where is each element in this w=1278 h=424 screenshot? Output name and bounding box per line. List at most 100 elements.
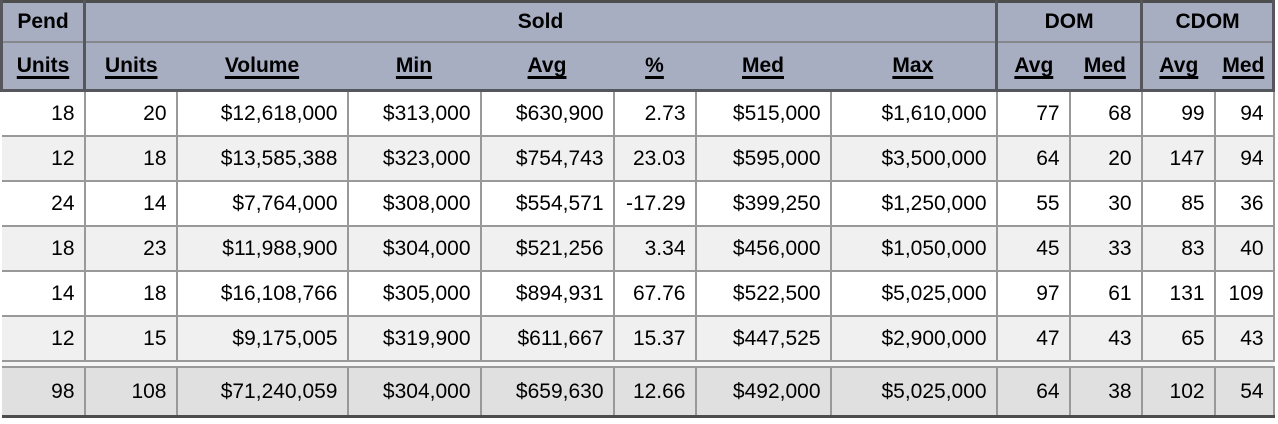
totals-cell: 64 [996,367,1071,417]
table-cell: $5,025,000 [830,271,998,317]
column-header-med[interactable]: Med [695,42,831,92]
table-cell: 23.03 [613,136,697,182]
table-cell: 20 [84,90,178,137]
table-cell: $1,250,000 [830,181,998,227]
table-cell: 43 [1214,316,1275,362]
table-cell: 23 [84,226,178,272]
table-cell: 94 [1214,136,1275,182]
table-cell: 12 [1,136,86,182]
group-header-sold: Sold [84,1,999,43]
totals-cell: $659,630 [480,367,615,417]
table-cell: 45 [996,226,1071,272]
table-cell: 18 [1,90,86,137]
totals-cell: 98 [1,367,86,417]
table-cell: $313,000 [347,90,482,137]
table-cell: $456,000 [695,226,832,272]
totals-cell: 12.66 [613,367,697,417]
table-cell: 64 [996,136,1071,182]
table-cell: $7,764,000 [176,181,349,227]
table-row: 12 15 $9,175,005 $319,900 $611,667 15.37 $447,… [1,316,1275,362]
column-header-cdom-avg[interactable]: Avg [1141,42,1215,92]
table-cell: $305,000 [347,271,482,317]
table-cell: 97 [996,271,1071,317]
column-header-max[interactable]: Max [830,42,999,92]
table-cell: $399,250 [695,181,832,227]
table-cell: 68 [1069,90,1143,137]
table-cell: 94 [1214,90,1275,137]
totals-row: 98 108 $71,240,059 $304,000 $659,630 12.… [1,367,1275,417]
column-header-sold-units[interactable]: Units [84,42,177,92]
table-cell: $554,571 [480,181,615,227]
table-body: 18 20 $12,618,000 $313,000 $630,900 2.73 $515,… [1,90,1275,362]
column-header-cdom-med[interactable]: Med [1214,42,1276,92]
table-cell: $323,000 [347,136,482,182]
table-cell: $12,618,000 [176,90,349,137]
table-cell: 83 [1141,226,1216,272]
table-cell: $308,000 [347,181,482,227]
table-cell: 15.37 [613,316,697,362]
column-header-min[interactable]: Min [347,42,481,92]
column-header-row: Units Units Volume Min Avg % Med Max Avg… [0,42,1276,92]
table-cell: 67.76 [613,271,697,317]
column-header-percent[interactable]: % [613,42,696,92]
totals-cell: $304,000 [347,367,482,417]
column-header-pend-units[interactable]: Units [0,42,86,92]
table-cell: 18 [84,136,178,182]
table-cell: $1,610,000 [830,90,998,137]
table-cell: 40 [1214,226,1275,272]
table-cell: 33 [1069,226,1143,272]
table-cell: 131 [1141,271,1216,317]
table-cell: 65 [1141,316,1216,362]
table-cell: $319,900 [347,316,482,362]
totals-cell: 54 [1214,367,1275,417]
totals-cell: $5,025,000 [830,367,998,417]
table-cell: $754,743 [480,136,615,182]
table-row: 12 18 $13,585,388 $323,000 $754,743 23.03 $595… [1,136,1275,182]
table-cell: 2.73 [613,90,697,137]
table-cell: 109 [1214,271,1275,317]
table-cell: $515,000 [695,90,832,137]
table-cell: $3,500,000 [830,136,998,182]
column-header-avg[interactable]: Avg [480,42,614,92]
table-cell: $13,585,388 [176,136,349,182]
column-header-dom-med[interactable]: Med [1069,42,1144,92]
table-cell: 147 [1141,136,1216,182]
table-cell: $11,988,900 [176,226,349,272]
table-cell: $521,256 [480,226,615,272]
totals-cell: 38 [1069,367,1143,417]
column-header-volume[interactable]: Volume [176,42,348,92]
table-cell: 18 [1,226,86,272]
totals-cell: 102 [1141,367,1216,417]
table-cell: 12 [1,316,86,362]
table-cell: $595,000 [695,136,832,182]
table-cell: 18 [84,271,178,317]
table-cell: 3.34 [613,226,697,272]
table-cell: -17.29 [613,181,697,227]
table-cell: 15 [84,316,178,362]
table-row: 18 20 $12,618,000 $313,000 $630,900 2.73 $515,… [1,90,1275,137]
group-header-row: Pend Sold DOM CDOM [0,1,1276,43]
table-cell: $9,175,005 [176,316,349,362]
table-row: 18 23 $11,988,900 $304,000 $521,256 3.34 $456,… [1,226,1275,272]
table-cell: 61 [1069,271,1143,317]
table-cell: $522,500 [695,271,832,317]
table-cell: $447,525 [695,316,832,362]
table-cell: 20 [1069,136,1143,182]
table-cell: $2,900,000 [830,316,998,362]
totals-cell: $492,000 [695,367,832,417]
totals-cell: 108 [84,367,178,417]
column-header-dom-avg[interactable]: Avg [996,42,1070,92]
group-header-pend: Pend [0,1,86,43]
table-cell: $16,108,766 [176,271,349,317]
table-cell: 14 [1,271,86,317]
totals-separator [1,361,1274,368]
totals-cell: $71,240,059 [176,367,349,417]
group-header-cdom: CDOM [1141,1,1276,43]
table-cell: 24 [1,181,86,227]
table-cell: 47 [996,316,1071,362]
table-cell: 77 [996,90,1071,137]
table-cell: 36 [1214,181,1275,227]
table-cell: 99 [1141,90,1216,137]
table-cell: $630,900 [480,90,615,137]
